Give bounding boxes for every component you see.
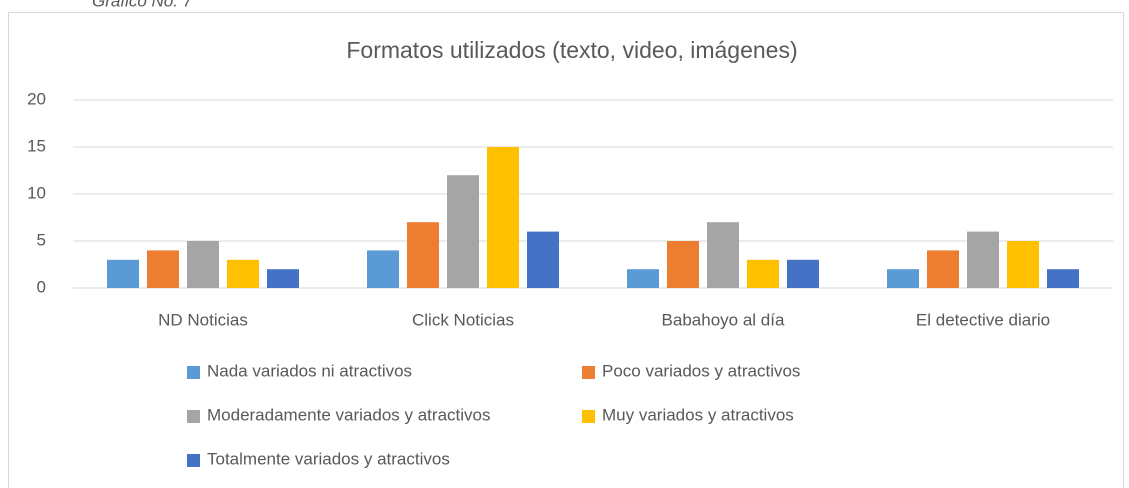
- chart-border: [8, 12, 1124, 488]
- caption: Gráfico No. 7: [92, 0, 193, 10]
- y-tick-label: 5: [37, 230, 46, 249]
- legend-swatch: [187, 410, 200, 423]
- bar: [447, 175, 479, 288]
- bar: [147, 250, 179, 288]
- bar: [527, 231, 559, 288]
- bar: [267, 269, 299, 288]
- chart-title: Formatos utilizados (texto, video, imáge…: [346, 37, 797, 63]
- bar: [887, 269, 919, 288]
- bar: [627, 269, 659, 288]
- legend-label: Totalmente variados y atractivos: [207, 449, 450, 468]
- bar: [367, 250, 399, 288]
- legend-swatch: [582, 410, 595, 423]
- bar: [927, 250, 959, 288]
- legend-swatch: [187, 454, 200, 467]
- bar: [1007, 241, 1039, 288]
- bar: [187, 241, 219, 288]
- x-tick-label: ND Noticias: [158, 310, 248, 329]
- bar: [967, 231, 999, 288]
- bar: [667, 241, 699, 288]
- legend-label: Muy variados y atractivos: [602, 405, 794, 424]
- legend-label: Moderadamente variados y atractivos: [207, 405, 490, 424]
- bar: [107, 259, 139, 288]
- bar: [407, 222, 439, 288]
- legend-swatch: [187, 366, 200, 379]
- x-tick-label: El detective diario: [916, 310, 1050, 329]
- bar: [787, 259, 819, 288]
- y-tick-label: 0: [37, 277, 46, 296]
- bar: [747, 259, 779, 288]
- legend-swatch: [582, 366, 595, 379]
- legend-label: Nada variados ni atractivos: [207, 361, 412, 380]
- y-tick-label: 10: [27, 183, 46, 202]
- x-tick-label: Babahoyo al día: [662, 310, 785, 329]
- y-tick-label: 15: [27, 136, 46, 155]
- y-tick-label: 20: [27, 89, 46, 108]
- legend-label: Poco variados y atractivos: [602, 361, 800, 380]
- x-tick-label: Click Noticias: [412, 310, 514, 329]
- bar: [227, 259, 259, 288]
- bar: [707, 222, 739, 288]
- bar: [487, 147, 519, 288]
- bar: [1047, 269, 1079, 288]
